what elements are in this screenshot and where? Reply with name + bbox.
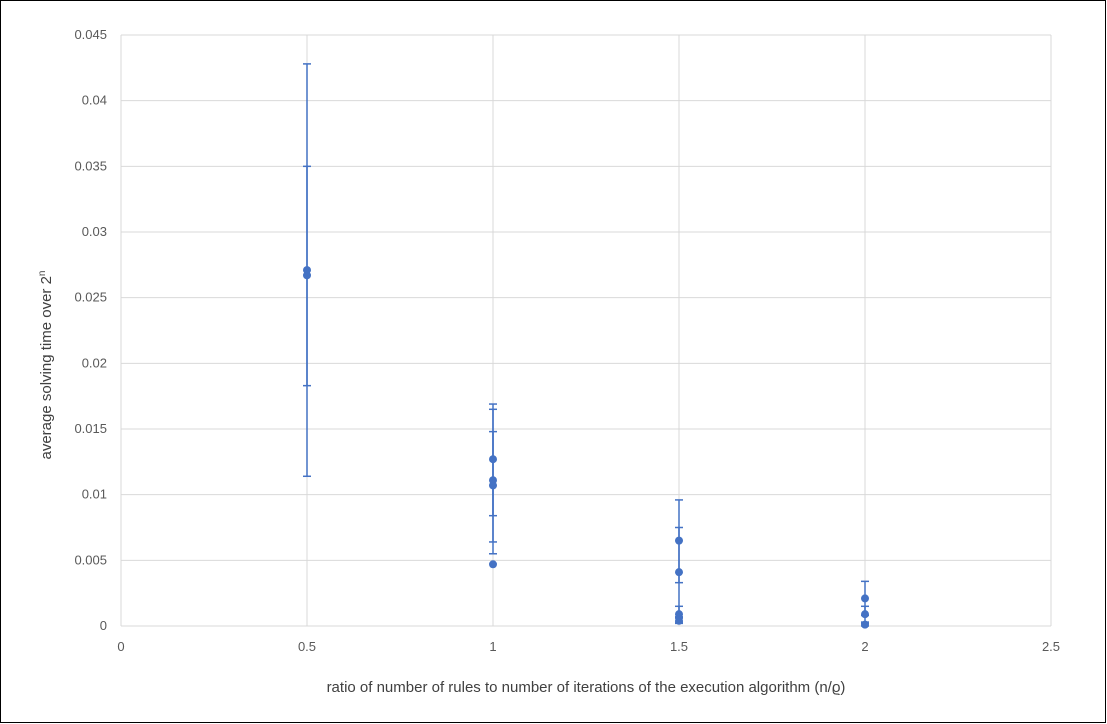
y-axis-label: average solving time over 2n — [37, 271, 55, 460]
y-axis-ticks: 0 0.005 0.01 0.015 0.02 0.025 0.03 0.035 0.04 0.0… — [74, 27, 107, 633]
y-axis-label-main: average solving time over 2 — [38, 276, 55, 459]
y-tick-label: 0.03 — [82, 224, 107, 239]
y-tick-label: 0.01 — [82, 487, 107, 502]
data-point — [489, 560, 497, 569]
x-tick-label: 2.5 — [1042, 639, 1060, 654]
error-bars — [303, 63, 869, 627]
x-tick-label: 1 — [489, 639, 496, 654]
data-point — [303, 271, 311, 280]
data-point — [861, 620, 869, 629]
x-tick-label: 0 — [117, 639, 124, 654]
grid-lines — [120, 34, 1052, 627]
data-point — [675, 568, 683, 577]
y-tick-label: 0.025 — [74, 290, 107, 305]
data-point — [489, 455, 497, 464]
x-tick-label: 2 — [861, 639, 868, 654]
x-axis-ticks: 0 0.5 1 1.5 2 2.5 — [117, 639, 1060, 654]
data-point — [675, 616, 683, 625]
data-point — [861, 594, 869, 603]
x-tick-label: 1.5 — [670, 639, 688, 654]
data-points — [303, 266, 869, 629]
y-tick-label: 0.02 — [82, 355, 107, 370]
y-tick-label: 0.035 — [74, 158, 107, 173]
y-tick-label: 0.015 — [74, 421, 107, 436]
y-axis-label-superscript: n — [37, 271, 48, 277]
data-point — [675, 536, 683, 545]
data-point — [861, 610, 869, 619]
y-tick-label: 0 — [100, 618, 107, 633]
x-tick-label: 0.5 — [298, 639, 316, 654]
y-tick-label: 0.005 — [74, 552, 107, 567]
y-tick-label: 0.045 — [74, 27, 107, 42]
data-point — [489, 481, 497, 490]
data-point — [675, 610, 683, 619]
x-axis-label: ratio of number of rules to number of it… — [327, 679, 846, 696]
y-tick-label: 0.04 — [82, 93, 107, 108]
